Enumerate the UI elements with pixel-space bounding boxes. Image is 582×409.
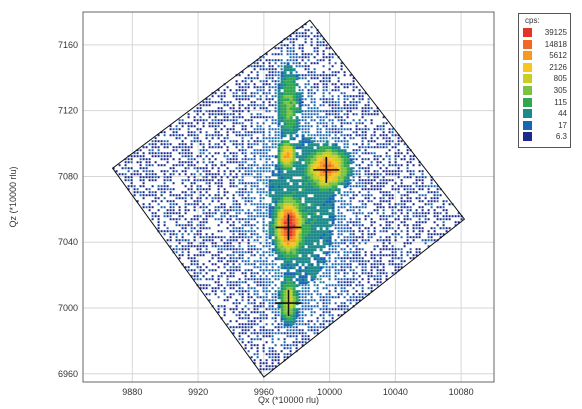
y-tick-label: 7080 xyxy=(58,171,78,181)
y-tick-labels: 6960 7000 7040 7080 7120 7160 xyxy=(58,40,78,379)
x-tick-label: 9920 xyxy=(188,387,208,397)
x-tick-label: 9880 xyxy=(122,387,142,397)
legend-swatch xyxy=(523,28,532,37)
peak-markers xyxy=(275,156,340,317)
legend-value: 805 xyxy=(553,74,567,84)
x-tick-labels: 9880 9920 9960 10000 10040 10080 xyxy=(122,387,473,397)
legend-swatch xyxy=(523,51,532,61)
legend-value: 6.3 xyxy=(555,132,567,142)
legend-entry: 39125 xyxy=(523,27,569,38)
legend-entry: 305 xyxy=(523,85,569,96)
legend-value: 115 xyxy=(554,97,567,107)
legend-entry: 805 xyxy=(523,73,569,84)
x-tick-label: 10000 xyxy=(317,387,342,397)
legend-entry: 17 xyxy=(523,120,569,131)
peak-marker xyxy=(313,156,340,183)
legend-value: 5612 xyxy=(549,51,567,61)
x-axis-label: Qx (*10000 rlu) xyxy=(258,395,319,405)
intensity-legend: cps: 39125 14818 5612 2126 805 305 115 44 17 6.3 xyxy=(518,13,571,148)
peak-marker xyxy=(275,290,302,317)
legend-value: 14818 xyxy=(544,39,567,49)
y-tick-label: 7000 xyxy=(58,303,78,313)
legend-swatch xyxy=(523,86,532,95)
legend-swatch xyxy=(523,109,532,119)
x-tick-label: 10080 xyxy=(449,387,474,397)
legend-swatch xyxy=(523,97,532,107)
legend-entry: 5612 xyxy=(523,50,569,61)
legend-swatch xyxy=(523,39,532,49)
legend-entry: 44 xyxy=(523,108,569,119)
y-tick-label: 7040 xyxy=(58,237,78,247)
legend-title: cps: xyxy=(525,16,540,25)
y-tick-label: 6960 xyxy=(58,369,78,379)
plot-frame xyxy=(82,11,495,383)
intensity-map xyxy=(112,23,463,374)
scan-region-outline xyxy=(111,19,466,378)
legend-value: 39125 xyxy=(544,28,567,37)
legend-value: 2126 xyxy=(549,62,567,72)
x-tick-label: 10040 xyxy=(383,387,408,397)
legend-entry: 14818 xyxy=(523,39,569,50)
x-tick-label: 9960 xyxy=(254,387,274,397)
y-axis-label: Qz (*10000 rlu) xyxy=(8,166,18,227)
legend-swatch xyxy=(523,132,532,142)
legend-swatch xyxy=(523,62,532,72)
peak-marker xyxy=(275,214,302,241)
legend-value: 44 xyxy=(558,109,567,119)
legend-swatch xyxy=(523,120,532,130)
y-tick-label: 7160 xyxy=(58,40,78,50)
legend-swatch xyxy=(523,74,532,84)
legend-entry: 6.3 xyxy=(523,131,569,142)
legend-value: 17 xyxy=(558,120,567,130)
legend-value: 305 xyxy=(553,86,567,95)
y-tick-label: 7120 xyxy=(58,106,78,116)
legend-entry: 115 xyxy=(523,97,569,108)
legend-entry: 2126 xyxy=(523,62,569,73)
